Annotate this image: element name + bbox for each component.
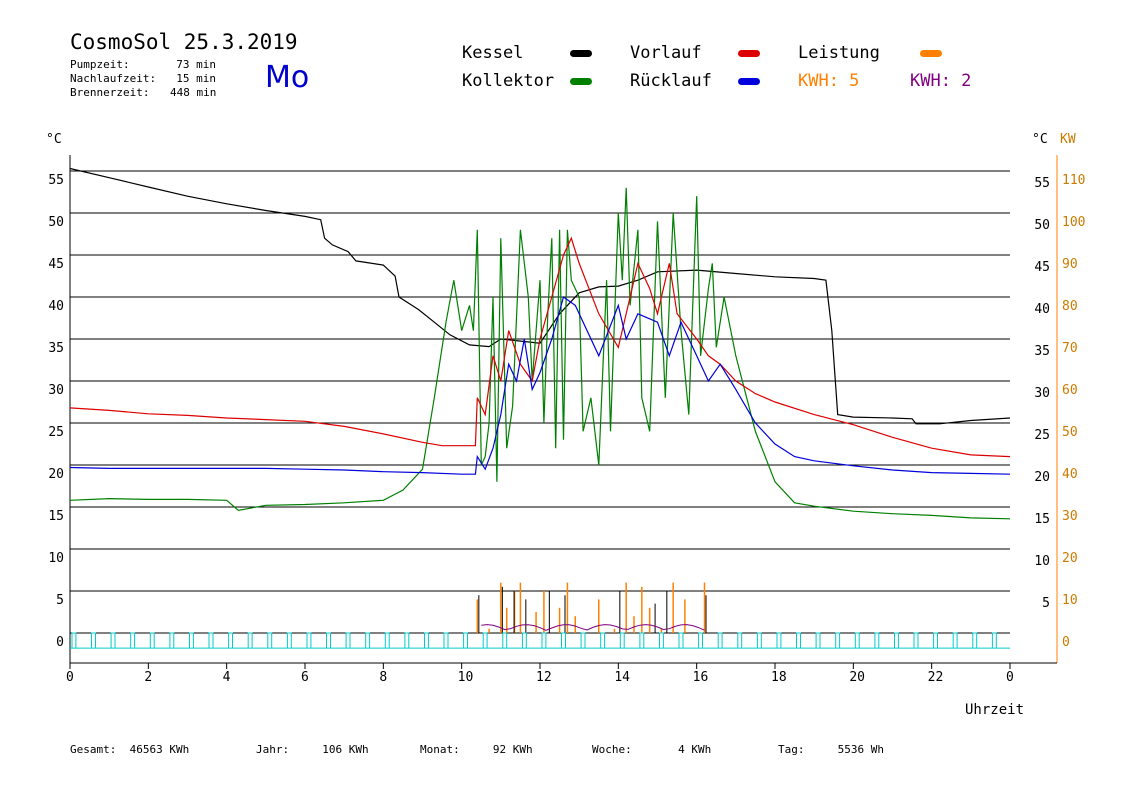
legend-ruecklauf-label: Rücklauf <box>630 71 712 91</box>
footer-gesamt: Gesamt: 46563 KWh <box>70 743 190 756</box>
y-tick-label-power: 10 <box>1062 593 1078 608</box>
y-tick-label-right: 20 <box>1034 470 1050 485</box>
y-tick-label-power: 90 <box>1062 257 1078 272</box>
y-tick-label-power: 70 <box>1062 341 1078 356</box>
legend-vorlauf-swatch <box>738 50 760 57</box>
x-tick-label: 18 <box>771 670 787 685</box>
y-tick-label-left: 55 <box>48 173 64 188</box>
y-tick-label-right: 40 <box>1034 302 1050 317</box>
x-axis-label: Uhrzeit <box>965 702 1024 718</box>
y-tick-label-left: 40 <box>48 299 64 314</box>
chart-title: CosmoSol 25.3.2019 <box>70 30 298 54</box>
legend-kollektor-label: Kollektor <box>462 71 555 91</box>
y-tick-label-power: 110 <box>1062 173 1085 188</box>
x-tick-label: 0 <box>1006 670 1014 685</box>
footer-monat: Monat: 92 KWh <box>420 743 533 756</box>
series-rcklauf <box>69 296 1011 475</box>
weekday-label: Mo <box>265 60 310 95</box>
x-tick-label: 10 <box>458 670 474 685</box>
footer-jahr: Jahr: 106 KWh <box>256 743 369 756</box>
x-tick-label: 8 <box>379 670 387 685</box>
solar-kwh-line <box>481 624 705 631</box>
legend-ruecklauf-swatch <box>738 78 760 85</box>
y-tick-label-left: 50 <box>48 215 64 230</box>
y-tick-label-power: 30 <box>1062 509 1078 524</box>
y-tick-label-power: 40 <box>1062 467 1078 482</box>
legend-kessel-swatch <box>570 50 592 57</box>
y-tick-label-right: 25 <box>1034 428 1050 443</box>
x-tick-label: 16 <box>693 670 709 685</box>
stat-pumpzeit: Pumpzeit: 73 min <box>70 58 216 71</box>
y-tick-label-right: 50 <box>1034 218 1050 233</box>
x-tick-label: 0 <box>66 670 74 685</box>
x-tick-label: 6 <box>301 670 309 685</box>
stat-nachlaufzeit: Nachlaufzeit: 15 min <box>70 72 216 85</box>
y-tick-label-power: 60 <box>1062 383 1078 398</box>
y-tick-label-left: 45 <box>48 257 64 272</box>
y-tick-label-right: 15 <box>1034 512 1050 527</box>
y-tick-label-left: 15 <box>48 509 64 524</box>
y-tick-label-right: 35 <box>1034 344 1050 359</box>
grid-lines <box>70 170 1010 634</box>
footer-woche: Woche: 4 KWh <box>592 743 712 756</box>
series-kollektor <box>69 187 1011 520</box>
y-tick-label-left: 20 <box>48 467 64 482</box>
y-tick-label-power: 0 <box>1062 635 1070 650</box>
footer-tag: Tag: 5536 Wh <box>778 743 884 756</box>
tick-labels: 0 2 4 6 8 10 12 14 16 18 20 22 005101520253035404550… <box>48 173 1085 685</box>
series-vorlauf <box>69 236 1011 458</box>
y-axis-label-power: KW <box>1060 132 1076 147</box>
y-tick-label-right: 30 <box>1034 386 1050 401</box>
y-axis-label-right: °C <box>1032 132 1048 147</box>
x-tick-label: 20 <box>849 670 865 685</box>
legend-kollektor-swatch <box>570 78 592 85</box>
y-tick-label-right: 10 <box>1034 554 1050 569</box>
legend-leistung-label: Leistung <box>798 43 880 63</box>
y-tick-label-right: 55 <box>1034 176 1050 191</box>
y-tick-label-power: 80 <box>1062 299 1078 314</box>
y-tick-label-right: 45 <box>1034 260 1050 275</box>
y-tick-label-left: 25 <box>48 425 64 440</box>
pump-pulse-line <box>70 632 1010 649</box>
x-tick-label: 12 <box>536 670 552 685</box>
series-kessel <box>69 167 1011 425</box>
legend-leistung-swatch <box>920 50 942 57</box>
y-tick-label-left: 10 <box>48 551 64 566</box>
legend-kessel-label: Kessel <box>462 43 524 63</box>
x-tick-label: 22 <box>928 670 944 685</box>
axes <box>69 155 1058 669</box>
y-tick-label-left: 5 <box>56 593 64 608</box>
y-axis-label-left: °C <box>46 132 62 147</box>
series-lines <box>69 167 1011 520</box>
power-bars <box>70 582 1010 649</box>
stat-brennerzeit: Brennerzeit: 448 min <box>70 86 217 99</box>
y-tick-label-power: 20 <box>1062 551 1078 566</box>
y-tick-label-right: 5 <box>1042 596 1050 611</box>
legend-kwh-solar: KWH: 2 <box>910 71 972 91</box>
y-tick-label-left: 35 <box>48 341 64 356</box>
x-tick-label: 4 <box>223 670 231 685</box>
legend-vorlauf-label: Vorlauf <box>630 43 702 63</box>
y-tick-label-power: 50 <box>1062 425 1078 440</box>
y-tick-label-left: 30 <box>48 383 64 398</box>
y-tick-label-left: 0 <box>56 635 64 650</box>
x-tick-label: 2 <box>144 670 152 685</box>
y-tick-label-power: 100 <box>1062 215 1085 230</box>
x-tick-label: 14 <box>614 670 630 685</box>
legend-kwh-leistung: KWH: 5 <box>798 71 860 91</box>
